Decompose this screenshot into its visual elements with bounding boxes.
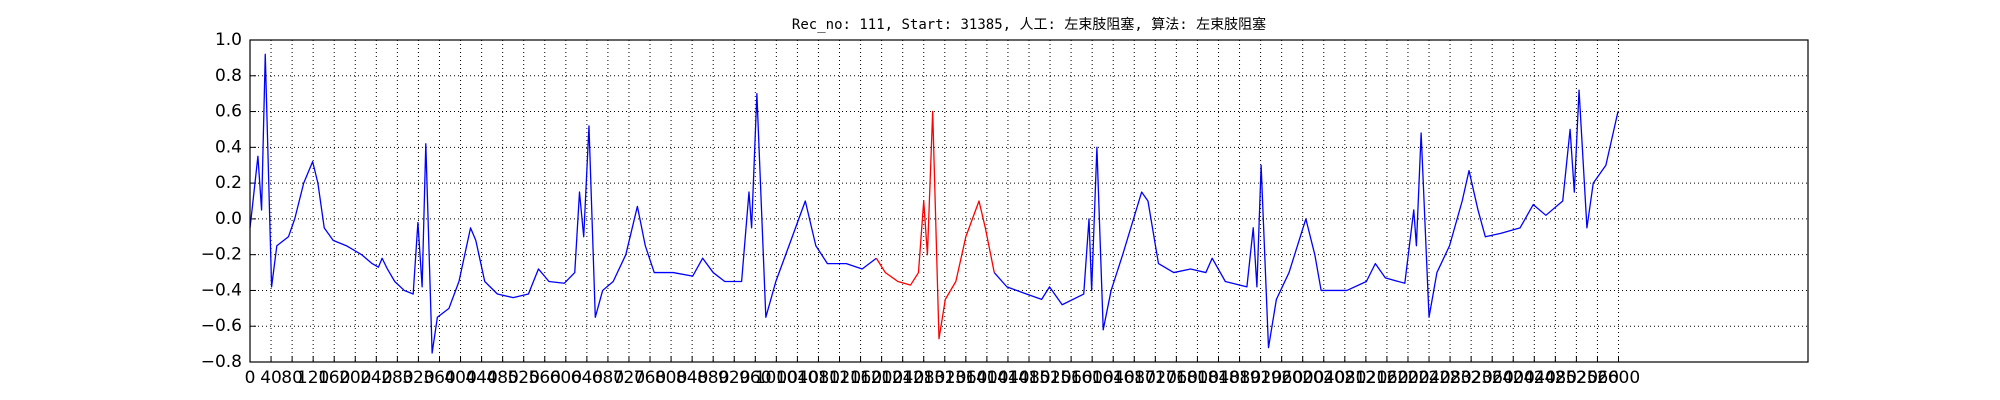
x-tick-label: 2600	[1597, 368, 1640, 388]
ecg-line	[875, 110, 995, 340]
x-tick-label: 40	[260, 368, 282, 388]
x-tick-label: 1160	[839, 368, 882, 388]
x-tick-label: 880	[697, 368, 729, 388]
x-tick-label: 920	[718, 368, 750, 388]
x-tick-label: 1880	[1218, 368, 1261, 388]
x-tick-label: 1360	[944, 368, 987, 388]
y-tick-label: 0.6	[215, 102, 242, 122]
x-tick-label: 1240	[881, 368, 924, 388]
x-tick-label: 2200	[1386, 368, 1429, 388]
x-tick-label: 760	[634, 368, 666, 388]
x-tick-label: 400	[444, 368, 476, 388]
y-tick-label: −0.8	[201, 352, 242, 372]
x-tick-label: 2040	[1302, 368, 1345, 388]
x-tick-label: 1280	[902, 368, 945, 388]
x-tick-label: 2080	[1323, 368, 1366, 388]
x-tick-label: 480	[486, 368, 518, 388]
x-tick-label: 720	[613, 368, 645, 388]
y-tick-label: −0.4	[201, 280, 242, 300]
x-tick-label: 840	[676, 368, 708, 388]
x-tick-label: 200	[339, 368, 371, 388]
x-tick-label: 80	[281, 368, 303, 388]
x-tick-label: 520	[507, 368, 539, 388]
x-tick-label: 2560	[1576, 368, 1619, 388]
chart-title: Rec_no: 111, Start: 31385, 人工: 左束肢阻塞, 算法…	[792, 16, 1266, 33]
x-tick-label: 120	[297, 368, 329, 388]
ecg-line	[249, 53, 1619, 354]
x-tick-label: 2480	[1534, 368, 1577, 388]
x-tick-label: 1440	[986, 368, 1029, 388]
plot-frame	[249, 39, 1809, 363]
x-tick-label: 1040	[776, 368, 819, 388]
x-tick-label: 640	[571, 368, 603, 388]
y-tick-label: 0.8	[215, 66, 242, 86]
y-tick-label: 0.0	[215, 209, 242, 229]
y-tick-label: 1.0	[215, 30, 242, 50]
x-tick-label: 440	[465, 368, 497, 388]
x-tick-label: 2440	[1513, 368, 1556, 388]
x-tick-label: 2520	[1555, 368, 1598, 388]
x-tick-label: 1640	[1092, 368, 1135, 388]
x-tick-label: 2320	[1450, 368, 1493, 388]
y-tick-label: 0.2	[215, 173, 242, 193]
x-tick-label: 1720	[1134, 368, 1177, 388]
x-tick-label: 1480	[1007, 368, 1050, 388]
x-tick-label: 1520	[1028, 368, 1071, 388]
x-tick-label: 2160	[1365, 368, 1408, 388]
x-tick-label: 1800	[1176, 368, 1219, 388]
x-tick-label: 680	[592, 368, 624, 388]
x-tick-label: 0	[245, 368, 256, 388]
plot-lines	[249, 53, 1619, 354]
x-tick-label: 1000	[755, 368, 798, 388]
x-tick-label: 2400	[1492, 368, 1535, 388]
x-tick-label: 2280	[1428, 368, 1471, 388]
x-tick-label: 2000	[1281, 368, 1324, 388]
x-tick-label: 1760	[1155, 368, 1198, 388]
x-tick-label: 1600	[1071, 368, 1114, 388]
x-tick-label: 320	[402, 368, 434, 388]
x-tick-label: 360	[423, 368, 455, 388]
x-tick-label: 1680	[1113, 368, 1156, 388]
x-tick-label: 1560	[1049, 368, 1092, 388]
x-tick-label: 280	[381, 368, 413, 388]
x-tick-label: 2120	[1344, 368, 1387, 388]
x-tick-label: 240	[360, 368, 392, 388]
x-tick-label: 1920	[1239, 368, 1282, 388]
x-tick-label: 1120	[818, 368, 861, 388]
x-tick-label: 1960	[1260, 368, 1303, 388]
x-tick-label: 560	[529, 368, 561, 388]
x-tick-label: 1320	[923, 368, 966, 388]
y-tick-label: −0.2	[201, 245, 242, 265]
x-tick-label: 2240	[1407, 368, 1450, 388]
x-tick-label: 600	[550, 368, 582, 388]
x-tick-label: 1080	[797, 368, 840, 388]
x-tick-label: 1400	[965, 368, 1008, 388]
x-tick-label: 960	[739, 368, 771, 388]
x-tick-label: 800	[655, 368, 687, 388]
grid	[249, 39, 1808, 363]
x-tick-label: 1200	[860, 368, 903, 388]
x-tick-label: 2360	[1471, 368, 1514, 388]
y-tick-label: 0.4	[215, 137, 242, 157]
x-tick-label: 160	[318, 368, 350, 388]
y-tick-label: −0.6	[201, 316, 242, 336]
x-tick-label: 1840	[1197, 368, 1240, 388]
